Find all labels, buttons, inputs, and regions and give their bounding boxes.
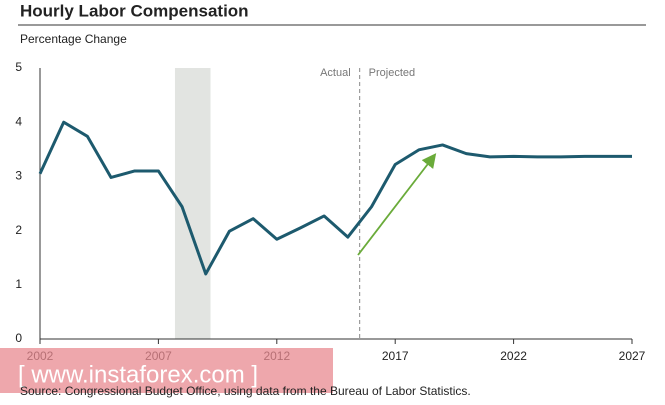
y-tick-label: 0 <box>15 331 22 345</box>
trend-arrow <box>357 153 437 256</box>
chart-title: Hourly Labor Compensation <box>20 1 249 20</box>
watermark: [ www.instaforex.com ] <box>18 361 258 388</box>
source-note: Source: Congressional Budget Office, usi… <box>20 384 471 398</box>
y-tick-label: 3 <box>15 169 22 183</box>
divider-label: Actual <box>320 67 351 79</box>
y-axis-title: Percentage Change <box>20 32 127 46</box>
plot-area: 012345200220072012201720222027ActualProj… <box>15 60 645 363</box>
x-tick-label: 2022 <box>500 349 527 363</box>
x-tick-label: 2027 <box>619 349 646 363</box>
data-line <box>38 120 632 276</box>
watermark-box <box>0 348 333 393</box>
y-tick-label: 4 <box>15 114 22 128</box>
y-tick-label: 5 <box>15 60 22 74</box>
y-tick-label: 2 <box>15 223 22 237</box>
divider-label: Projected <box>369 67 415 79</box>
x-tick-label: 2017 <box>382 349 409 363</box>
y-tick-label: 1 <box>15 277 22 291</box>
